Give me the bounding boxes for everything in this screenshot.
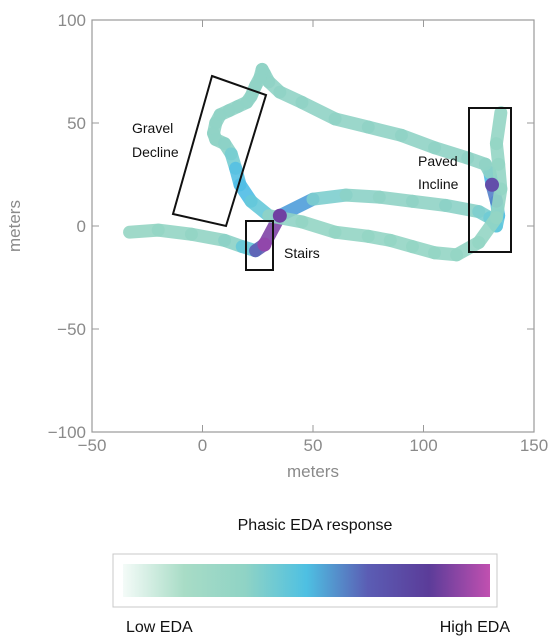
gravel-decline-box: [171, 74, 268, 228]
annotation-paved-line2: Incline: [418, 176, 459, 192]
x-tick-label: −50: [78, 436, 107, 455]
y-axis-label: meters: [5, 200, 24, 252]
trajectory-segment: [489, 106, 508, 151]
colorbar-high-label: High EDA: [440, 619, 511, 636]
y-tick-label: −100: [48, 423, 86, 442]
colorbar-title: Phasic EDA response: [238, 517, 393, 534]
x-tick-label: 50: [304, 436, 323, 455]
high-eda-point: [257, 237, 272, 252]
y-tick-label: 0: [77, 217, 86, 236]
x-tick-label: 100: [409, 436, 437, 455]
annotation-stairs: Stairs: [284, 245, 320, 261]
x-axis-ticks: −50 0 50 100 150: [78, 20, 548, 455]
annotation-paved-line1: Paved: [418, 153, 458, 169]
high-eda-point: [485, 177, 500, 192]
annotation-gravel-line2: Decline: [132, 144, 179, 160]
high-eda-point: [272, 208, 287, 223]
colorbar-gradient: [123, 564, 490, 597]
annotation-gravel-line1: Gravel: [132, 120, 173, 136]
x-tick-label: 0: [198, 436, 207, 455]
trajectory-path: [123, 62, 508, 262]
y-tick-label: −50: [57, 320, 86, 339]
colorbar-low-label: Low EDA: [126, 619, 193, 636]
y-tick-label: 50: [67, 114, 86, 133]
paved-incline-box: [468, 107, 512, 253]
stairs-box: [245, 220, 274, 271]
y-axis-ticks: 100 50 0 −50 −100: [48, 11, 534, 442]
x-tick-label: 150: [520, 436, 548, 455]
x-axis-label: meters: [287, 462, 339, 481]
y-tick-label: 100: [58, 11, 86, 30]
